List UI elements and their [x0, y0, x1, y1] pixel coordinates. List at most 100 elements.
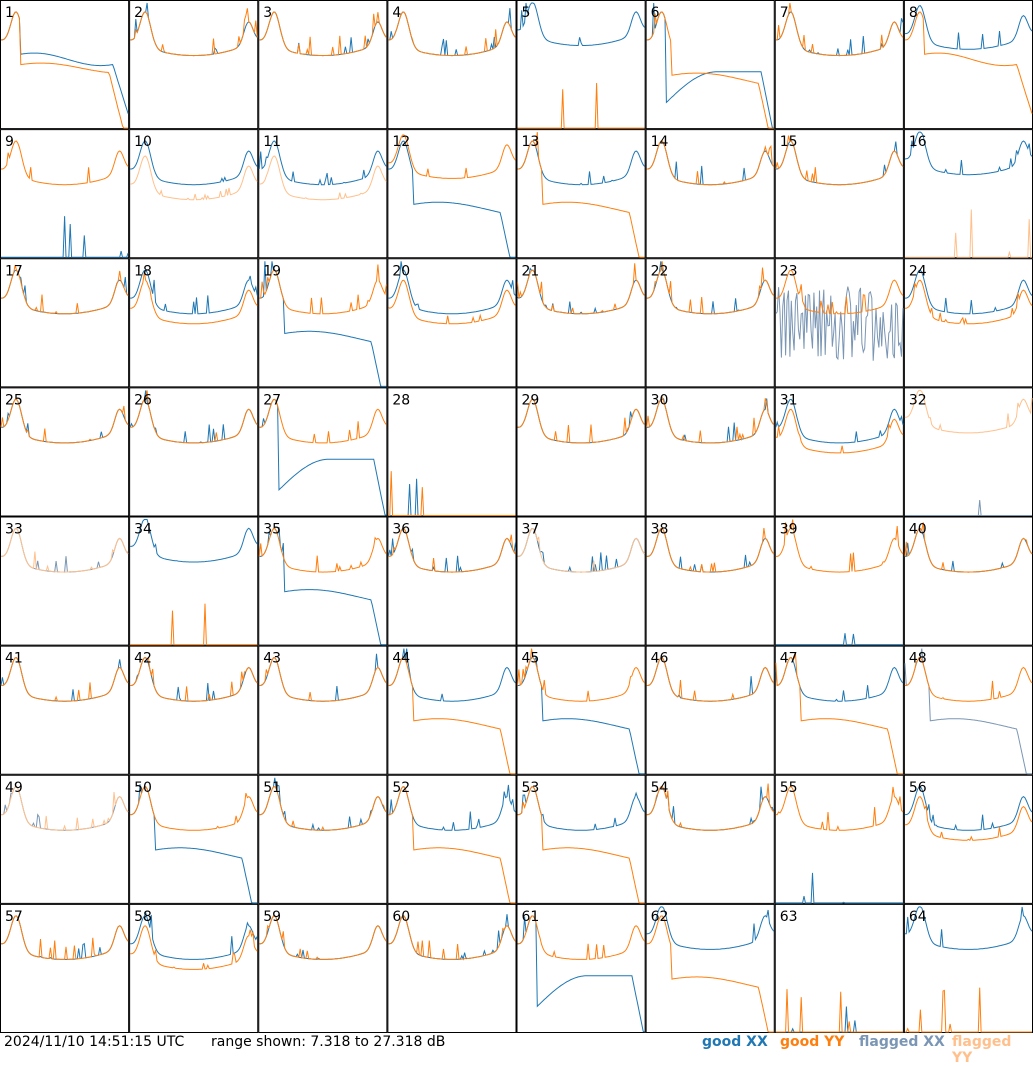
panel-label: 44 — [392, 651, 410, 667]
series-xx — [130, 269, 258, 315]
series-yy — [517, 132, 645, 258]
panel-frame — [774, 258, 904, 388]
panel-label: 62 — [651, 909, 669, 925]
series-yy — [904, 209, 1032, 258]
panel-label: 29 — [522, 392, 540, 408]
panel-label: 10 — [134, 134, 152, 150]
panel-frame — [258, 258, 388, 388]
panel-26: 26 — [129, 387, 259, 517]
panel-frame — [645, 258, 775, 388]
panel-label: 5 — [522, 5, 531, 21]
panel-label: 19 — [263, 263, 281, 279]
series-yy — [388, 11, 516, 57]
panel-frame — [129, 0, 259, 130]
panel-37: 37 — [516, 516, 646, 646]
panel-frame — [129, 516, 259, 646]
series-yy — [775, 519, 904, 573]
series-yy — [130, 8, 258, 57]
panel-16: 16 — [903, 129, 1033, 259]
panel-frame — [516, 903, 646, 1033]
series-yy — [1, 527, 129, 573]
panel-17: 17 — [0, 258, 130, 388]
panel-12: 12 — [387, 129, 517, 259]
series-yy — [775, 786, 904, 831]
panel-label: 60 — [392, 909, 410, 925]
range-label: range shown: 7.318 to 27.318 dB — [211, 1034, 446, 1050]
panel-50: 50 — [129, 774, 259, 904]
series-xx — [904, 786, 1033, 831]
series-xx — [130, 519, 258, 563]
panel-frame — [0, 516, 130, 646]
panel-label: 6 — [651, 5, 660, 21]
panel-52: 52 — [387, 774, 517, 904]
panel-frame — [645, 129, 775, 259]
panel-label: 38 — [651, 522, 669, 538]
panel-label: 45 — [522, 651, 540, 667]
series-yy — [130, 925, 258, 970]
panel-label: 24 — [909, 263, 927, 279]
panel-frame — [903, 516, 1033, 646]
series-yy — [517, 398, 645, 444]
panel-64: 64 — [903, 903, 1033, 1033]
panel-15: 15 — [774, 129, 904, 259]
panel-41: 41 — [0, 645, 130, 775]
series-yy — [259, 11, 387, 57]
panel-label: 21 — [522, 263, 540, 279]
panel-56: 56 — [903, 774, 1033, 904]
panel-frame — [387, 258, 517, 388]
panel-frame — [645, 516, 775, 646]
series-yy — [259, 786, 387, 831]
panel-label: 15 — [780, 134, 798, 150]
panel-23: 23 — [774, 258, 904, 388]
panel-label: 34 — [134, 522, 152, 538]
panel-label: 33 — [5, 522, 23, 538]
series-yy — [130, 656, 258, 702]
series-yy — [1, 11, 129, 129]
series-xx — [388, 648, 516, 702]
panel-frame — [774, 0, 904, 130]
series-yy — [1, 657, 129, 702]
panel-label: 53 — [522, 780, 540, 796]
panel-frame — [0, 387, 130, 517]
panel-label: 54 — [651, 780, 669, 796]
panel-frame — [774, 516, 904, 646]
series-yy — [904, 987, 1032, 1033]
series-yy — [258, 527, 387, 573]
series-yy — [904, 389, 1033, 434]
panel-label: 39 — [780, 522, 798, 538]
panel-frame — [129, 774, 259, 904]
series-yy — [259, 155, 387, 201]
panel-label: 3 — [263, 5, 272, 21]
series-yy — [388, 279, 516, 325]
series-yy — [259, 657, 387, 702]
panel-39: 39 — [774, 516, 904, 646]
panel-40: 40 — [903, 516, 1033, 646]
panel-frame — [387, 774, 517, 904]
panel-42: 42 — [129, 645, 259, 775]
series-yy — [259, 915, 387, 960]
panel-label: 50 — [134, 780, 152, 796]
panel-label: 40 — [909, 522, 927, 538]
series-xx — [775, 633, 903, 646]
series-yy — [646, 395, 775, 444]
series-xx — [388, 261, 516, 315]
series-yy — [904, 522, 1033, 573]
panel-2: 2 — [129, 0, 259, 130]
series-xx — [646, 906, 775, 950]
panel-label: 46 — [651, 651, 669, 667]
panel-frame — [387, 516, 517, 646]
panel-frame — [0, 645, 130, 775]
series-yy — [259, 398, 387, 444]
series-xx — [775, 286, 904, 361]
panel-label: 12 — [392, 134, 410, 150]
panel-21: 21 — [516, 258, 646, 388]
timestamp: 2024/11/10 14:51:15 UTC — [4, 1034, 185, 1050]
panel-label: 37 — [522, 522, 540, 538]
panel-label: 22 — [651, 263, 669, 279]
panel-49: 49 — [0, 774, 130, 904]
panel-frame — [774, 903, 904, 1033]
series-xx — [904, 269, 1033, 315]
panel-54: 54 — [645, 774, 775, 904]
panel-label: 20 — [392, 263, 410, 279]
